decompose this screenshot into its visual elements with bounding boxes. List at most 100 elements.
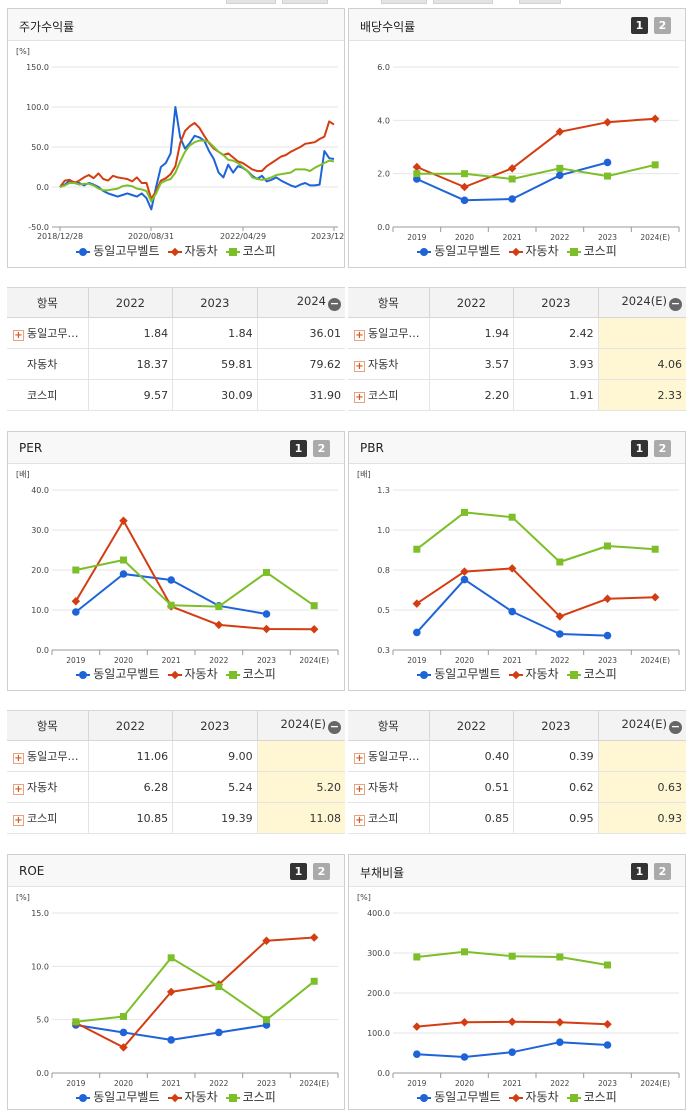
y-tick-label: 30.0 (31, 526, 49, 535)
data-point (119, 516, 128, 526)
view-2-button[interactable]: 2 (313, 863, 330, 880)
x-tick-label: 2022/04/29 (220, 232, 266, 241)
x-tick-label: 2023 (598, 656, 617, 664)
expand-icon[interactable]: + (354, 815, 365, 826)
top-stub (282, 0, 328, 4)
value-cell: 36.01 (257, 317, 345, 349)
expand-icon[interactable]: + (13, 815, 24, 826)
data-point (603, 1019, 612, 1029)
table-row: + 코스피 0.85 0.95 0.93 (348, 802, 686, 834)
view-2-button[interactable]: 2 (654, 440, 671, 457)
value-cell: 9.00 (172, 740, 258, 772)
collapse-icon[interactable]: − (669, 297, 682, 311)
y-tick-label: 0.0 (377, 223, 390, 232)
y-tick-label: 0.3 (377, 646, 390, 655)
series-line-- (59, 106, 335, 211)
row-name-cell: + 자동차 (7, 771, 89, 803)
x-tick-label: 2022 (550, 1079, 569, 1087)
view-2-button[interactable]: 2 (654, 863, 671, 880)
legend-item-1: 자동차 (167, 665, 218, 682)
value-cell: 10.85 (88, 802, 174, 834)
data-point (460, 567, 469, 576)
view-1-button[interactable]: 1 (290, 440, 307, 457)
panel-header: ROE 1 2 (8, 855, 344, 887)
expand-icon[interactable]: + (354, 330, 365, 341)
data-point (263, 1016, 270, 1024)
column-header: 2024(E) − (598, 287, 686, 318)
legend-item-1: 자동차 (508, 242, 559, 259)
series-line-- (416, 163, 656, 180)
view-2-button[interactable]: 2 (313, 440, 330, 457)
column-header-label: 2024 (296, 294, 326, 308)
data-point (120, 556, 127, 564)
expand-icon[interactable]: + (354, 392, 365, 403)
expand-icon[interactable]: + (13, 753, 24, 764)
value-cell: 6.28 (88, 771, 174, 803)
panel-header: 배당수익률 1 2 (349, 9, 685, 41)
expand-icon[interactable]: + (354, 784, 365, 795)
legend-label: 코스피 (583, 1090, 617, 1104)
y-tick-label: 0.0 (36, 646, 49, 655)
y-tick-label: 2.0 (377, 170, 390, 179)
legend-item-2: 코스피 (225, 242, 276, 259)
panel-title: PBR (360, 441, 384, 455)
y-tick-label: 1.3 (377, 486, 390, 495)
x-tick-label: 2020 (114, 1079, 133, 1087)
data-point (556, 164, 564, 172)
panel-title: 부채비율 (360, 866, 405, 880)
row-name: 자동차 (27, 781, 58, 794)
data-point (413, 1050, 421, 1058)
view-1-button[interactable]: 1 (631, 17, 648, 34)
series-line-- (75, 956, 315, 1023)
legend-label: 자동차 (184, 244, 218, 258)
series-line-- (416, 567, 656, 618)
x-tick-label: 2024(E) (299, 1079, 329, 1087)
data-point (603, 594, 612, 604)
table-row: + 코스피 10.85 19.39 11.08 (7, 802, 345, 834)
value-cell: 0.39 (513, 740, 599, 772)
value-cell: 0.93 (598, 802, 686, 834)
expand-icon[interactable]: + (13, 784, 24, 795)
value-cell: 0.62 (513, 771, 599, 803)
table-row: + 동일고무… 1.84 1.84 36.01 (7, 317, 345, 349)
data-point (604, 172, 611, 180)
view-1-button[interactable]: 1 (290, 863, 307, 880)
row-name: 코스피 (368, 389, 399, 402)
top-stub (381, 0, 427, 4)
collapse-icon[interactable]: − (328, 297, 341, 311)
row-name: 동일고무… (368, 327, 420, 340)
panel-header: PBR 1 2 (349, 432, 685, 464)
table-row: + 동일고무… 1.94 2.42 (348, 317, 686, 349)
collapse-icon[interactable]: − (669, 720, 682, 734)
x-tick-label: 2019 (66, 1079, 85, 1087)
legend-item-2: 코스피 (225, 665, 276, 682)
row-name: 동일고무… (27, 750, 79, 763)
row-name-cell: + 코스피 (7, 802, 89, 834)
legend-label: 자동차 (184, 667, 218, 681)
view-2-button[interactable]: 2 (654, 17, 671, 34)
collapse-icon[interactable]: − (328, 720, 341, 734)
data-point (309, 933, 319, 942)
view-1-button[interactable]: 1 (631, 863, 648, 880)
column-header: 2023 (513, 287, 599, 318)
value-cell: 3.57 (429, 348, 515, 380)
row-name-cell: + 자동차 (348, 348, 430, 380)
panel-header: PER 1 2 (8, 432, 344, 464)
y-tick-label: 50.0 (31, 143, 49, 152)
data-point (556, 558, 564, 566)
expand-icon[interactable]: + (13, 330, 24, 341)
data-point (214, 620, 224, 630)
expand-icon[interactable]: + (354, 753, 365, 764)
y-tick-label: 150.0 (26, 63, 49, 72)
view-1-button[interactable]: 1 (631, 440, 648, 457)
column-header: 2022 (88, 287, 174, 318)
legend: 동일고무벨트 자동차 코스피 (8, 1088, 344, 1105)
expand-icon[interactable]: + (354, 361, 365, 372)
x-tick-label: 2024(E) (640, 656, 670, 664)
y-tick-label: 15.0 (31, 909, 49, 918)
column-header-label: 2024(E) (280, 717, 326, 731)
x-tick-label: 2019 (407, 1079, 426, 1087)
data-point (460, 196, 469, 205)
row-name: 코스피 (368, 812, 399, 825)
data-point (604, 542, 611, 550)
